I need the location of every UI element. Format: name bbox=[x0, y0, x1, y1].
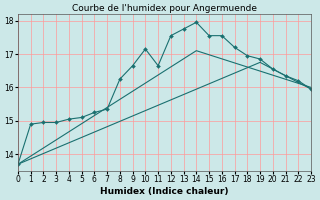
Title: Courbe de l'humidex pour Angermuende: Courbe de l'humidex pour Angermuende bbox=[72, 4, 257, 13]
X-axis label: Humidex (Indice chaleur): Humidex (Indice chaleur) bbox=[100, 187, 229, 196]
